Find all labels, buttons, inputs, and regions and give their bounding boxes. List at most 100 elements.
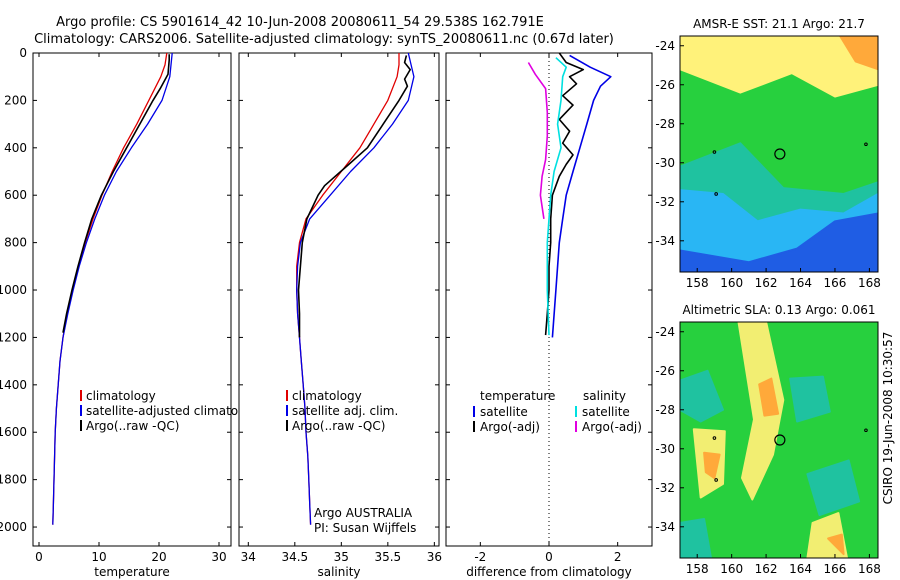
x-axis-label: salinity xyxy=(317,565,360,579)
y-tick-label: -32 xyxy=(655,481,675,495)
x-axis-label: difference from climatology xyxy=(466,565,632,579)
annotation-text: Argo AUSTRALIA xyxy=(314,506,413,520)
y-tick-label: 600 xyxy=(4,188,27,202)
profile-location-marker xyxy=(774,434,786,446)
temperature-profile-panel: 0 10 20 30 0 200 400 600 800 1000 1200 1400 1600 1800… xyxy=(0,46,264,579)
x-axis-label: temperature xyxy=(94,565,169,579)
legend-label: satellite xyxy=(582,405,630,419)
map-frame xyxy=(679,321,879,559)
x-tick-label: 34.5 xyxy=(281,550,308,564)
plot-frame xyxy=(238,52,440,547)
y-tick-label: -30 xyxy=(655,442,675,456)
y-tick-label: -28 xyxy=(655,403,675,417)
y-tick-label: -24 xyxy=(655,39,675,53)
float-marker xyxy=(714,478,718,482)
map-color-region xyxy=(789,375,831,423)
y-tick-label: -32 xyxy=(655,195,675,209)
series-line-salinity-argo-adj- xyxy=(527,62,549,220)
legend-label: satellite xyxy=(480,405,528,419)
sla-map-panel: Altimetric SLA: 0.13 Argo: 0.061 158 160 16… xyxy=(655,303,880,576)
series-line-argo-raw-qc- xyxy=(297,55,412,338)
series-line-temperature-satellite xyxy=(551,54,612,338)
float-marker xyxy=(714,192,718,196)
legend-label: satellite-adjusted climatology xyxy=(86,404,264,418)
x-tick-label: 10 xyxy=(91,550,106,564)
x-tick-label: -2 xyxy=(474,550,486,564)
x-tick-label: 158 xyxy=(686,562,709,576)
x-tick-label: 35.5 xyxy=(374,550,401,564)
x-tick-label: 20 xyxy=(151,550,166,564)
series-lines xyxy=(527,53,612,338)
map-field xyxy=(680,322,878,558)
legend-label: climatology xyxy=(86,389,156,403)
x-tick-label: 164 xyxy=(789,562,812,576)
y-tick-label: 1000 xyxy=(0,283,27,297)
legend-label: Argo(-adj) xyxy=(582,420,642,434)
x-tick-label: 34 xyxy=(241,550,256,564)
series-line-salinity-satellite xyxy=(546,57,568,336)
profile-location-marker xyxy=(774,148,786,160)
sst-map-panel: AMSR-E SST: 21.1 Argo: 21.7 158 160 162 164 1… xyxy=(655,17,880,290)
annotation-text: PI: Susan Wijffels xyxy=(314,521,416,535)
x-tick-label: 36 xyxy=(427,550,442,564)
y-tick-label: 1400 xyxy=(0,378,27,392)
float-marker xyxy=(864,142,868,147)
y-tick-label: -34 xyxy=(655,520,675,534)
map-frame xyxy=(679,35,879,273)
x-tick-label: 168 xyxy=(858,562,881,576)
map-title: AMSR-E SST: 21.1 Argo: 21.7 xyxy=(693,17,865,31)
y-tick-label: 0 xyxy=(19,46,27,60)
float-marker xyxy=(864,428,868,433)
x-tick-label: 0 xyxy=(35,550,43,564)
map-color-region xyxy=(758,377,780,417)
y-tick-label: -34 xyxy=(655,234,675,248)
series-line-argo-raw-qc- xyxy=(62,54,170,333)
y-tick-label: -30 xyxy=(655,156,675,170)
legend-label: Argo(..raw -QC) xyxy=(292,419,385,433)
map-color-region xyxy=(680,369,724,423)
title-line-2: Climatology: CARS2006. Satellite-adjuste… xyxy=(34,32,614,47)
legend-header-temperature: temperature xyxy=(480,389,555,403)
y-tick-label: -24 xyxy=(655,325,675,339)
map-color-region xyxy=(827,533,845,556)
x-tick-label: 2 xyxy=(614,550,622,564)
float-marker xyxy=(712,150,717,154)
map-color-region xyxy=(839,36,878,71)
series-lines xyxy=(296,53,415,525)
y-tick-label: 800 xyxy=(4,236,27,250)
series-line-temperature-argo-adj- xyxy=(544,53,585,336)
series-lines xyxy=(52,53,173,525)
map-color-region xyxy=(737,322,785,501)
y-tick-label: 1600 xyxy=(0,425,27,439)
y-tick-label: -26 xyxy=(655,78,675,92)
map-color-region xyxy=(680,518,712,558)
legend-header-salinity: salinity xyxy=(583,389,626,403)
map-color-region xyxy=(680,36,878,98)
csiro-timestamp-label: CSIRO 19-Jun-2008 10:30:57 xyxy=(881,332,895,505)
x-tick-label: 164 xyxy=(789,276,812,290)
legend-label: Argo(..raw -QC) xyxy=(86,419,179,433)
y-tick-label: -28 xyxy=(655,117,675,131)
x-tick-label: 166 xyxy=(824,562,847,576)
map-title: Altimetric SLA: 0.13 Argo: 0.061 xyxy=(682,303,875,317)
x-tick-label: 158 xyxy=(686,276,709,290)
title-line-1: Argo profile: CS 5901614_42 10-Jun-2008 … xyxy=(56,15,544,30)
x-tick-label: 160 xyxy=(720,276,743,290)
y-tick-label: 2000 xyxy=(0,520,27,534)
y-tick-label: -26 xyxy=(655,364,675,378)
y-tick-label: 200 xyxy=(4,93,27,107)
legend-label: satellite adj. clim. xyxy=(292,404,398,418)
y-tick-label: 1800 xyxy=(0,473,27,487)
x-tick-label: 166 xyxy=(824,276,847,290)
legend-label: Argo(-adj) xyxy=(480,420,540,434)
x-tick-label: 160 xyxy=(720,562,743,576)
y-tick-label: 1200 xyxy=(0,330,27,344)
map-field xyxy=(680,36,878,272)
map-color-region xyxy=(703,451,721,479)
map-color-region xyxy=(806,459,861,517)
x-tick-label: 30 xyxy=(211,550,226,564)
salinity-profile-panel: 34 34.5 35 35.5 36 salinity climatologysatelli… xyxy=(238,52,442,579)
x-tick-label: 0 xyxy=(545,550,553,564)
